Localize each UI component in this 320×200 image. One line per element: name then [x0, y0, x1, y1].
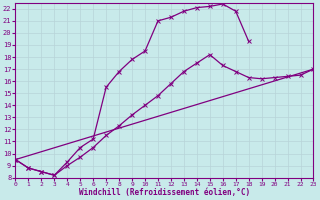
- X-axis label: Windchill (Refroidissement éolien,°C): Windchill (Refroidissement éolien,°C): [79, 188, 250, 197]
